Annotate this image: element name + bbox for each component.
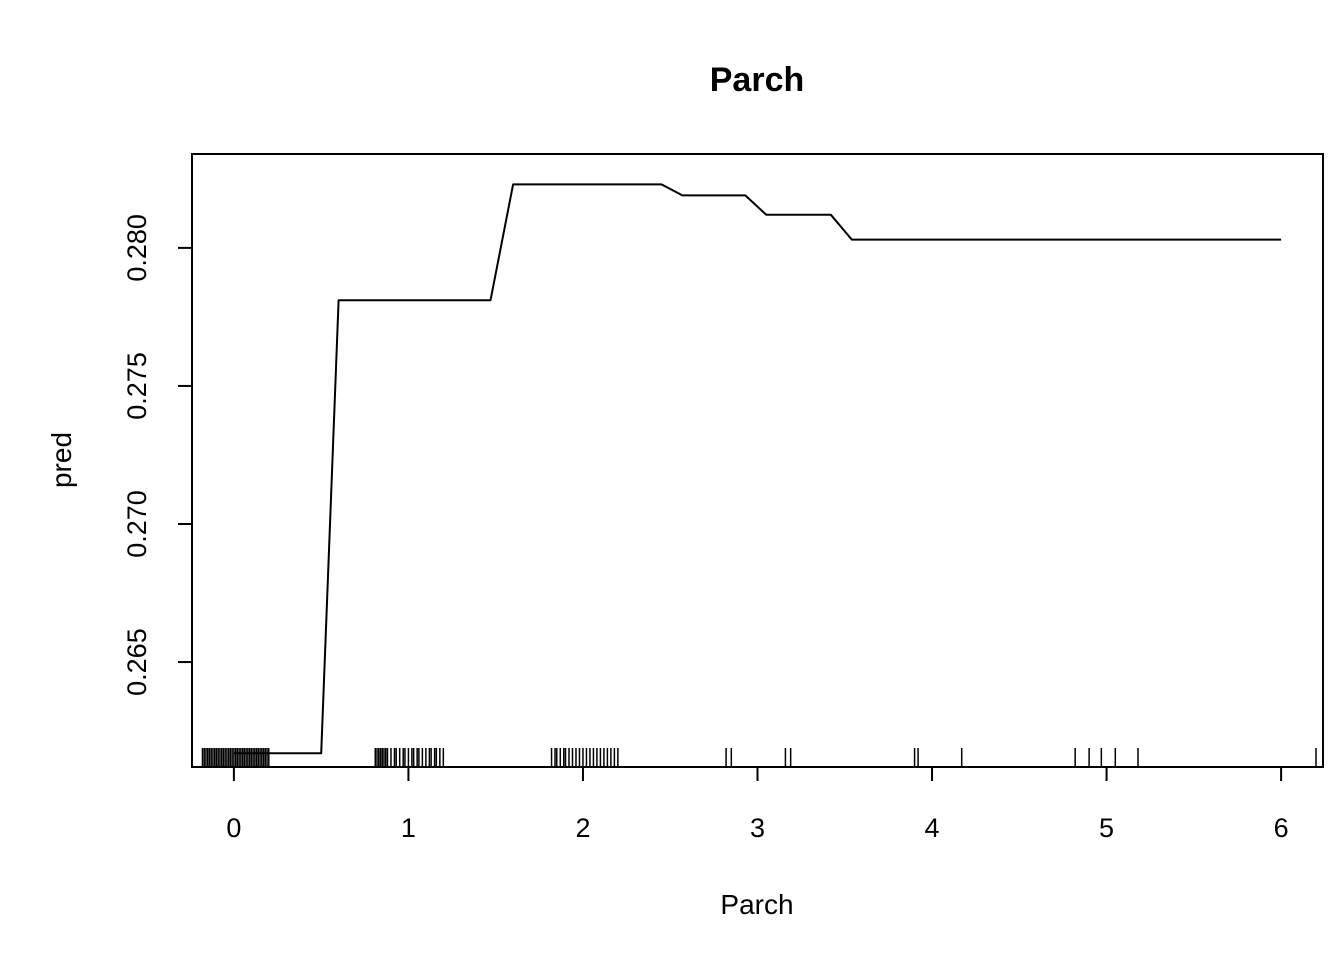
chart-title: Parch [710, 61, 805, 99]
y-axis-label: pred [46, 432, 77, 488]
x-tick-label: 4 [925, 813, 940, 843]
y-tick-label: 0.280 [122, 214, 152, 282]
rug [201, 748, 1317, 767]
series-lines [233, 183, 1282, 755]
x-tick-label: 2 [575, 813, 590, 843]
x-axis-label: Parch [720, 889, 793, 920]
y-tick-label: 0.270 [122, 490, 152, 558]
y-tick-label: 0.265 [122, 628, 152, 696]
y-axis: 0.265 0.270 0.275 0.280 [122, 214, 193, 696]
x-tick-label: 6 [1274, 813, 1289, 843]
x-axis: 0 1 2 3 4 5 6 [226, 766, 1289, 843]
series-line [233, 183, 1282, 755]
x-tick-label: 5 [1099, 813, 1114, 843]
y-tick-label: 0.275 [122, 352, 152, 420]
x-tick-label: 3 [750, 813, 765, 843]
x-tick-label: 1 [401, 813, 416, 843]
x-tick-label: 0 [226, 813, 241, 843]
